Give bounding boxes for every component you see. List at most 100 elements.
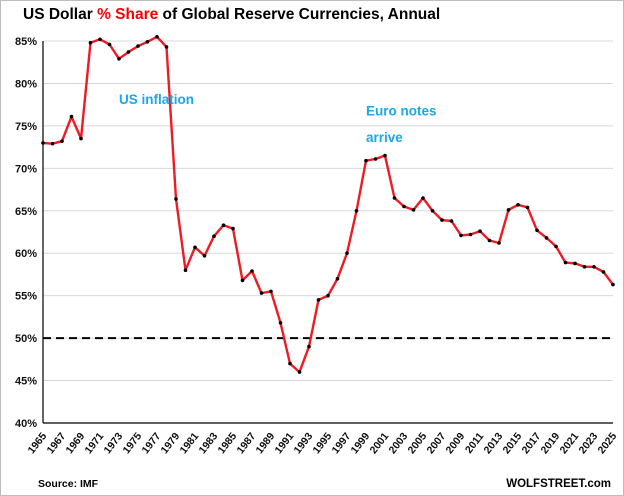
data-point-marker (117, 57, 121, 61)
x-tick-label: 2017 (520, 430, 544, 456)
x-tick-label: 1965 (26, 430, 50, 456)
data-point-marker (383, 153, 387, 158)
x-tick-label: 2005 (406, 430, 430, 456)
y-tick-label: 55% (15, 291, 37, 303)
usd-share-line (41, 35, 615, 374)
x-tick-label: 1995 (311, 430, 335, 456)
x-tick-label: 1981 (178, 430, 202, 456)
data-point-marker (212, 234, 216, 238)
data-point-marker (183, 268, 188, 272)
x-tick-label: 1991 (273, 430, 297, 456)
data-point-marker (316, 298, 321, 302)
x-tick-label: 2019 (539, 430, 563, 456)
annotation-0: US inflation (119, 92, 194, 107)
data-point-marker (392, 196, 397, 200)
data-point-marker (506, 208, 511, 212)
y-tick-label: 50% (15, 333, 37, 345)
y-tick-label: 45% (15, 376, 37, 388)
data-point-marker (50, 141, 55, 146)
x-tick-label: 1973 (102, 430, 126, 456)
data-point-marker (516, 203, 520, 207)
x-tick-label: 2021 (558, 430, 582, 456)
x-tick-label: 1979 (159, 430, 183, 456)
data-point-marker (345, 251, 349, 255)
brand-label: WOLFSTREET.com (506, 478, 611, 490)
data-point-marker (430, 209, 435, 213)
data-point-marker (497, 241, 501, 245)
title-text-right: of Global Reserve Currencies, Annual (158, 6, 441, 23)
data-point-marker (41, 141, 45, 145)
x-tick-label: 1975 (121, 430, 145, 456)
data-point-marker (468, 232, 473, 237)
data-point-marker (402, 204, 406, 209)
x-tick-label: 1999 (349, 430, 373, 456)
x-tick-label: 2011 (463, 430, 487, 455)
data-point-marker (155, 35, 159, 39)
data-point-marker (373, 157, 378, 161)
x-tick-label: 1985 (216, 430, 240, 456)
x-tick-label: 2023 (577, 430, 601, 456)
y-tick-label: 85% (15, 36, 37, 48)
data-point-marker (79, 136, 83, 141)
data-point-marker (174, 197, 178, 201)
x-tick-label: 1987 (235, 430, 259, 456)
data-point-marker (202, 254, 207, 258)
data-point-marker (278, 321, 283, 325)
data-point-marker (525, 205, 530, 210)
y-tick-label: 70% (15, 163, 37, 175)
x-tick-label: 1989 (254, 430, 278, 456)
data-point-marker (60, 139, 64, 143)
annotation-1: Euro notes (366, 104, 437, 119)
y-tick-label: 75% (15, 121, 37, 133)
chart-title: US Dollar % Share of Global Reserve Curr… (23, 6, 440, 24)
data-point-marker (269, 289, 273, 294)
data-point-marker (193, 245, 197, 250)
data-point-marker (611, 282, 615, 287)
data-point-marker (98, 37, 102, 42)
data-point-marker (69, 114, 74, 119)
data-point-marker (601, 270, 606, 274)
x-tick-label: 2001 (368, 430, 392, 456)
data-point-marker (421, 196, 425, 200)
data-point-marker (440, 218, 444, 222)
data-point-marker (573, 261, 577, 266)
data-point-marker (259, 291, 264, 295)
y-tick-label: 60% (15, 248, 37, 260)
data-point-marker (592, 265, 596, 269)
data-point-marker (411, 208, 416, 212)
data-point-marker (354, 209, 359, 213)
x-tick-label: 2009 (444, 430, 468, 456)
x-tick-label: 1969 (64, 430, 88, 456)
data-point-marker (231, 226, 235, 231)
y-tick-label: 80% (15, 78, 37, 90)
source-label: Source: IMF (38, 478, 99, 490)
y-tick-label: 65% (15, 206, 37, 218)
title-accent: % Share (97, 6, 159, 23)
data-point-marker (88, 40, 93, 45)
data-point-marker (449, 219, 454, 223)
x-tick-label: 2007 (425, 430, 449, 456)
data-point-marker (145, 40, 150, 44)
data-point-marker (126, 50, 131, 54)
data-point-marker (164, 45, 169, 49)
data-point-marker (554, 244, 558, 249)
x-tick-label: 1993 (292, 430, 316, 456)
data-point-marker (487, 238, 492, 243)
x-tick-label: 2015 (501, 430, 525, 456)
data-point-marker (307, 344, 311, 349)
data-point-marker (364, 158, 368, 163)
data-point-marker (240, 278, 245, 283)
title-text-left: US Dollar (23, 6, 98, 23)
x-tick-label: 1967 (45, 430, 69, 456)
data-point-marker (297, 370, 302, 374)
x-tick-label: 1997 (330, 430, 354, 456)
data-point-marker (221, 223, 226, 227)
data-point-marker (107, 42, 112, 47)
data-point-marker (335, 276, 340, 281)
data-point-marker (288, 361, 292, 366)
x-tick-label: 2003 (387, 430, 411, 456)
data-point-marker (478, 229, 482, 233)
data-point-marker (459, 233, 463, 238)
x-tick-label: 2025 (596, 430, 620, 456)
